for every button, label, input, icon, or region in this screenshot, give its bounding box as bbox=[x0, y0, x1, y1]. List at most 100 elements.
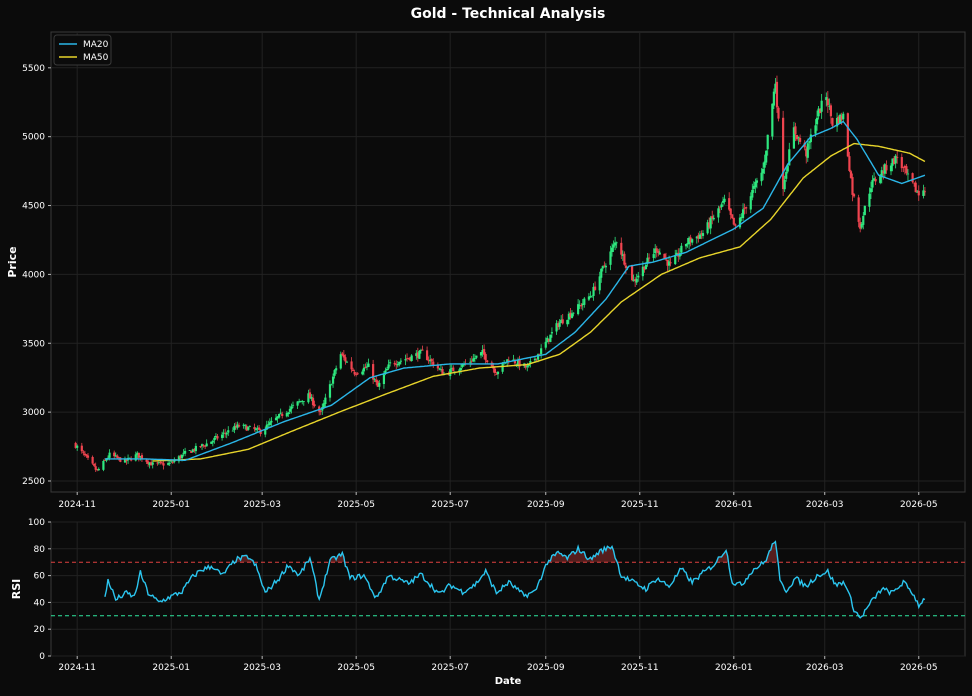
price-grid bbox=[51, 32, 965, 492]
candle-body bbox=[529, 361, 532, 364]
candle-body bbox=[116, 455, 119, 458]
candle-body bbox=[452, 367, 455, 372]
candle-body bbox=[641, 266, 644, 277]
candle-body bbox=[872, 178, 876, 181]
candle-body bbox=[777, 107, 780, 119]
candle-body bbox=[729, 208, 732, 215]
candle-body bbox=[603, 265, 606, 267]
candle-body bbox=[128, 457, 131, 459]
candle-body bbox=[808, 141, 811, 143]
candle-body bbox=[416, 352, 419, 358]
candle-body bbox=[429, 359, 432, 362]
candle-body bbox=[301, 400, 304, 402]
candle-body bbox=[365, 366, 369, 368]
candle-body bbox=[507, 360, 510, 362]
candle-body bbox=[916, 191, 919, 193]
candle-body bbox=[222, 432, 225, 434]
candle-body bbox=[863, 205, 866, 216]
candle-body bbox=[879, 176, 882, 183]
candle-body bbox=[117, 457, 120, 458]
candle-body bbox=[299, 401, 302, 403]
candle-body bbox=[398, 361, 401, 365]
candle-body bbox=[319, 411, 322, 412]
candle-body bbox=[658, 252, 661, 255]
candle-body bbox=[355, 374, 358, 375]
candle-body bbox=[486, 360, 489, 363]
candle-body bbox=[140, 455, 144, 460]
candle-body bbox=[130, 458, 133, 461]
candle-body bbox=[458, 369, 461, 373]
candle-body bbox=[526, 366, 529, 368]
candle-body bbox=[427, 360, 430, 362]
candle-body bbox=[170, 461, 173, 463]
candle-body bbox=[637, 275, 640, 278]
candle-body bbox=[237, 425, 241, 427]
candle-body bbox=[462, 364, 466, 366]
candle-body bbox=[191, 449, 194, 453]
candle-body bbox=[341, 353, 344, 355]
ma50-line bbox=[152, 142, 926, 462]
rsi-y-axis: 0 20 40 60 80 100 bbox=[28, 518, 51, 662]
candle-body bbox=[900, 157, 903, 169]
candle-body bbox=[708, 222, 711, 228]
candle-body bbox=[179, 455, 182, 459]
candle-body bbox=[601, 266, 604, 269]
candle-body bbox=[655, 248, 658, 252]
candle-body bbox=[372, 364, 375, 380]
candle-body bbox=[136, 452, 139, 455]
candle-body bbox=[697, 235, 700, 239]
candle-body bbox=[404, 359, 407, 361]
candle-body bbox=[896, 156, 899, 158]
candle-body bbox=[410, 355, 413, 361]
candle-body bbox=[436, 364, 439, 369]
candle-body bbox=[162, 463, 165, 466]
candle-body bbox=[828, 105, 831, 107]
candle-body bbox=[242, 424, 245, 426]
rsi-reference-lines bbox=[51, 561, 965, 617]
candle-body bbox=[310, 397, 313, 400]
candle-body bbox=[256, 428, 259, 429]
candle-body bbox=[869, 188, 873, 193]
candle-body bbox=[183, 450, 187, 454]
candle-body bbox=[339, 354, 342, 369]
candle-body bbox=[484, 354, 487, 361]
candle-body bbox=[356, 373, 359, 375]
candle-body bbox=[425, 350, 429, 361]
candle-body bbox=[96, 469, 99, 471]
candle-body bbox=[598, 276, 601, 291]
candle-body bbox=[373, 379, 376, 380]
candle-body bbox=[524, 364, 527, 368]
candle-body bbox=[851, 177, 854, 195]
candle-body bbox=[432, 361, 435, 366]
rsi-xtick-label: 2024-11 bbox=[58, 663, 96, 673]
candle-body bbox=[686, 243, 689, 245]
price-xtick-label: 2025-05 bbox=[337, 500, 375, 510]
candle-body bbox=[156, 462, 159, 464]
candle-body bbox=[86, 455, 90, 458]
candle-body bbox=[765, 150, 768, 163]
candle-body bbox=[814, 125, 817, 134]
candle-body bbox=[268, 422, 271, 426]
candle-body bbox=[718, 206, 722, 208]
candle-body bbox=[367, 363, 370, 367]
candle-body bbox=[501, 362, 504, 372]
candle-body bbox=[407, 358, 410, 359]
candle-body bbox=[917, 190, 920, 196]
candle-body bbox=[281, 413, 284, 416]
candle-body bbox=[546, 337, 549, 343]
candle-body bbox=[213, 437, 216, 441]
candle-body bbox=[771, 103, 774, 137]
candle-body bbox=[556, 323, 560, 328]
candle-body bbox=[93, 463, 96, 466]
price-ytick-label: 3000 bbox=[22, 408, 45, 418]
candle-body bbox=[635, 278, 638, 283]
rsi-panel-frame bbox=[50, 521, 966, 657]
price-ytick-label: 4000 bbox=[22, 270, 45, 280]
candle-body bbox=[364, 366, 367, 368]
candle-body bbox=[549, 334, 552, 342]
candle-body bbox=[173, 460, 176, 462]
candle-body bbox=[382, 374, 386, 385]
candle-body bbox=[852, 194, 856, 197]
candle-body bbox=[604, 265, 607, 268]
candle-body bbox=[712, 217, 715, 220]
